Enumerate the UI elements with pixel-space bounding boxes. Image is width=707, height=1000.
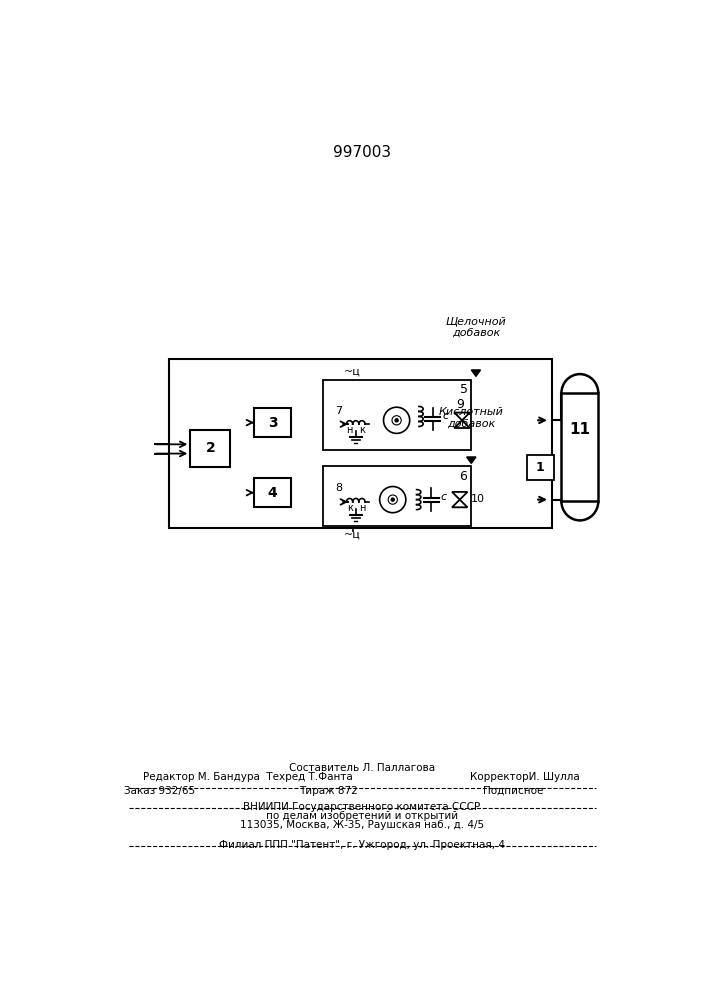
Text: Заказ 932/65: Заказ 932/65	[124, 786, 195, 796]
Text: к: к	[346, 503, 353, 513]
Text: 10: 10	[471, 494, 484, 504]
Text: к: к	[359, 425, 365, 435]
Text: Кислотный
добавок: Кислотный добавок	[439, 407, 503, 429]
Bar	[254, 408, 291, 437]
Circle shape	[380, 487, 406, 513]
Text: 5: 5	[460, 383, 468, 396]
Text: ~ц: ~ц	[344, 366, 361, 376]
Text: Щелочной
добавок: Щелочной добавок	[445, 316, 506, 338]
Text: КорректорИ. Шулла: КорректорИ. Шулла	[470, 772, 580, 782]
Text: Подписное: Подписное	[484, 786, 544, 796]
Circle shape	[388, 495, 397, 504]
Text: 4: 4	[268, 486, 278, 500]
Text: 6: 6	[459, 470, 467, 483]
Bar	[324, 466, 472, 526]
Text: c: c	[442, 411, 448, 421]
Text: c: c	[440, 492, 447, 502]
Circle shape	[395, 419, 398, 422]
Text: 2: 2	[206, 441, 215, 455]
Text: Филиал ППП "Патент", г. Ужгород, ул. Проектная, 4: Филиал ППП "Патент", г. Ужгород, ул. Про…	[219, 840, 505, 850]
Text: Тираж 872: Тираж 872	[300, 786, 358, 796]
Text: Редактор М. Бандура  Техред Т.Фанта: Редактор М. Бандура Техред Т.Фанта	[143, 772, 353, 782]
Text: 8: 8	[335, 483, 342, 493]
Polygon shape	[472, 370, 481, 376]
Polygon shape	[467, 457, 476, 463]
Polygon shape	[452, 492, 467, 500]
Text: 1: 1	[536, 461, 544, 474]
Polygon shape	[452, 500, 467, 507]
Text: 3: 3	[268, 416, 277, 430]
Bar	[190, 430, 230, 466]
Text: н: н	[346, 425, 353, 435]
Text: н: н	[358, 503, 365, 513]
Bar	[170, 359, 552, 528]
Text: Составитель Л. Паллагова: Составитель Л. Паллагова	[289, 763, 435, 773]
Text: 7: 7	[335, 406, 342, 416]
Bar	[254, 478, 291, 507]
Circle shape	[383, 407, 409, 433]
Bar	[324, 380, 472, 450]
Text: ~ц: ~ц	[344, 530, 361, 540]
Bar	[527, 455, 554, 480]
Text: 11: 11	[569, 422, 590, 437]
Bar	[561, 393, 598, 501]
Polygon shape	[455, 420, 469, 428]
Text: 9: 9	[457, 398, 464, 411]
Text: 997003: 997003	[333, 145, 391, 160]
Circle shape	[391, 498, 395, 501]
Text: 113035, Москва, Ж-35, Раушская наб., д. 4/5: 113035, Москва, Ж-35, Раушская наб., д. …	[240, 820, 484, 830]
Circle shape	[392, 416, 402, 425]
Text: ВНИИПИ Государственного комитета СССР: ВНИИПИ Государственного комитета СССР	[243, 802, 481, 812]
Text: по делам изобретений и открытий: по делам изобретений и открытий	[266, 811, 458, 821]
Polygon shape	[455, 413, 469, 420]
